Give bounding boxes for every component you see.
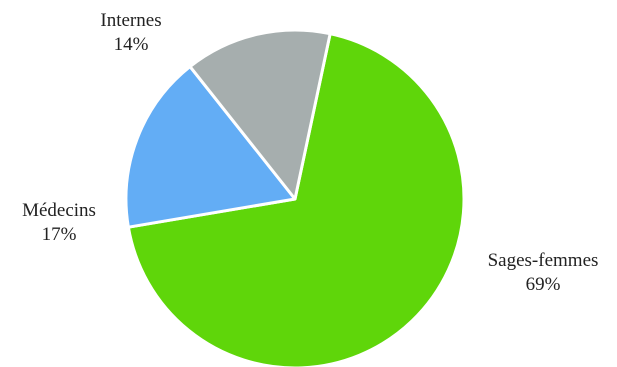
slice-label-name: Sages-femmes [488, 250, 599, 271]
pie-slice-internes [188, 28, 332, 201]
pie-slice-medecins [124, 65, 297, 229]
slice-label-name: Médecins [22, 200, 96, 221]
slice-label-name: Internes [100, 10, 161, 31]
pie-labels: Sages-femmes 69% Médecins 17% Internes 14% [22, 10, 598, 295]
slice-label-percent: 14% [114, 34, 149, 55]
slice-label-percent: 17% [42, 224, 77, 245]
pie-slices [124, 28, 466, 367]
pie-slice-sages-femmes [126, 32, 466, 367]
slice-label-percent: 69% [526, 274, 561, 295]
